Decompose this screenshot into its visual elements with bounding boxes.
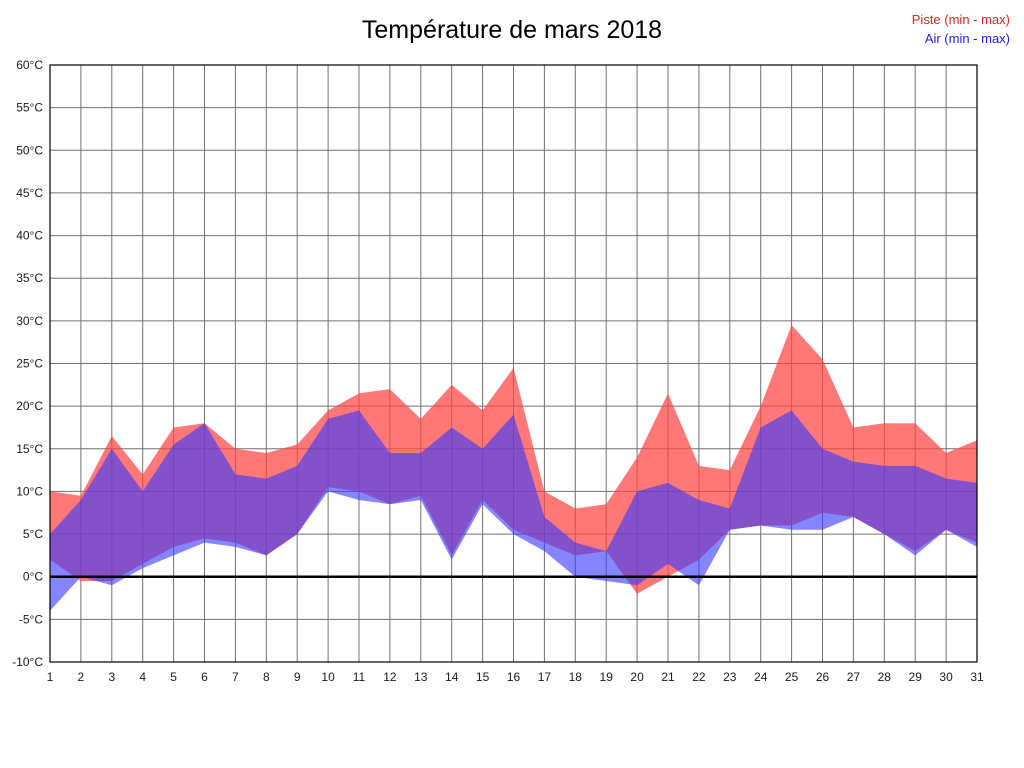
x-tick-label: 26 xyxy=(816,670,830,684)
x-tick-label: 18 xyxy=(569,670,583,684)
y-tick-label: 20°C xyxy=(16,399,43,413)
y-tick-label: -5°C xyxy=(19,612,43,626)
x-tick-label: 23 xyxy=(723,670,737,684)
x-tick-label: 21 xyxy=(661,670,675,684)
y-tick-label: 40°C xyxy=(16,229,43,243)
x-tick-label: 3 xyxy=(108,670,115,684)
x-tick-label: 12 xyxy=(383,670,397,684)
x-tick-label: 11 xyxy=(353,670,366,684)
y-tick-label: 10°C xyxy=(16,484,43,498)
y-tick-label: 55°C xyxy=(16,101,43,115)
x-tick-label: 27 xyxy=(847,670,861,684)
y-tick-label: 25°C xyxy=(16,357,43,371)
y-tick-label: 0°C xyxy=(23,570,43,584)
x-tick-label: 1 xyxy=(47,670,54,684)
x-tick-label: 10 xyxy=(321,670,335,684)
plot-border xyxy=(49,64,978,663)
x-tick-label: 24 xyxy=(754,670,768,684)
x-tick-label: 9 xyxy=(294,670,301,684)
x-tick-label: 6 xyxy=(201,670,208,684)
y-tick-label: 60°C xyxy=(16,58,43,72)
x-tick-label: 31 xyxy=(970,670,984,684)
legend-item-air: Air (min - max) xyxy=(924,31,1010,46)
chart-legend: Piste (min - max) Air (min - max) xyxy=(912,10,1010,48)
x-tick-label: 2 xyxy=(78,670,85,684)
x-tick-label: 15 xyxy=(476,670,490,684)
x-tick-label: 19 xyxy=(600,670,614,684)
x-tick-label: 7 xyxy=(232,670,239,684)
y-tick-label: 35°C xyxy=(16,271,43,285)
y-tick-label: 30°C xyxy=(16,314,43,328)
x-tick-label: 4 xyxy=(139,670,146,684)
y-tick-label: 45°C xyxy=(16,186,43,200)
x-tick-label: 13 xyxy=(414,670,428,684)
x-tick-label: 22 xyxy=(692,670,706,684)
y-tick-label: -10°C xyxy=(12,655,43,669)
y-tick-label: 50°C xyxy=(16,143,43,157)
x-tick-label: 8 xyxy=(263,670,270,684)
x-tick-label: 30 xyxy=(939,670,953,684)
y-tick-label: 15°C xyxy=(16,442,43,456)
air-band xyxy=(50,410,977,611)
x-tick-label: 17 xyxy=(538,670,552,684)
x-tick-label: 25 xyxy=(785,670,799,684)
legend-item-piste: Piste (min - max) xyxy=(911,12,1010,27)
x-tick-label: 16 xyxy=(507,670,521,684)
x-tick-label: 14 xyxy=(445,670,459,684)
x-tick-label: 28 xyxy=(878,670,892,684)
x-tick-label: 29 xyxy=(909,670,923,684)
y-tick-label: 5°C xyxy=(23,527,43,541)
x-tick-label: 20 xyxy=(630,670,644,684)
chart-title: Température de mars 2018 xyxy=(361,16,663,44)
x-tick-label: 5 xyxy=(170,670,177,684)
